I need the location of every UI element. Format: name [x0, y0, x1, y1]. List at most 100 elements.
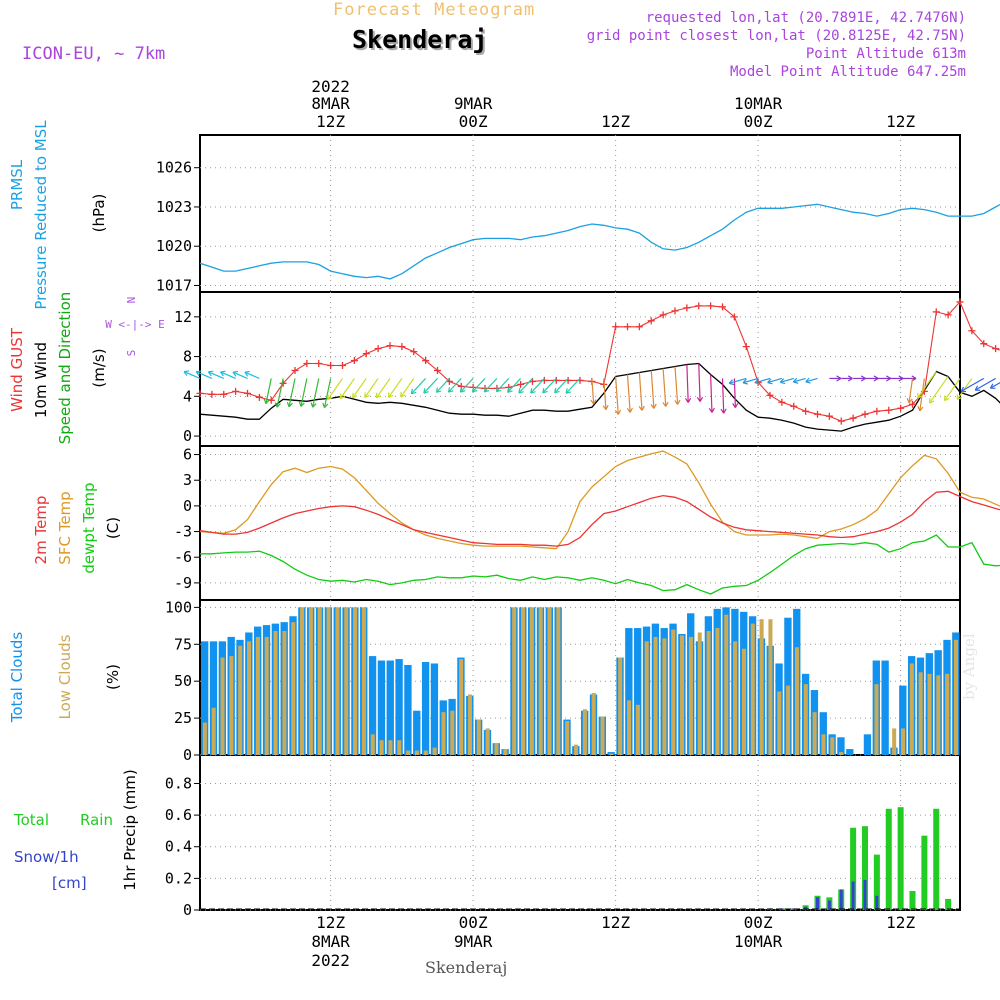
- total-clouds-bar: [395, 659, 403, 755]
- temperature-ytick-label: -6: [174, 548, 192, 566]
- gust-point: [837, 417, 845, 425]
- wind-direction-arrow: [410, 378, 427, 395]
- wind-direction-arrow: [518, 378, 533, 394]
- wind-direction-arrow: [742, 377, 759, 384]
- wind-direction-arrow: [565, 378, 581, 394]
- wind-direction-arrow: [244, 371, 260, 379]
- wind-direction-arrow: [388, 378, 403, 398]
- clouds-ylabel-total: Total Clouds: [8, 632, 26, 724]
- gust-point: [849, 414, 857, 422]
- bottom-time-label: 12Z: [601, 913, 630, 932]
- rain-bar: [897, 807, 904, 910]
- low-clouds-bar: [476, 719, 481, 755]
- wind-direction-arrow: [793, 377, 806, 383]
- low-clouds-bar: [556, 607, 561, 755]
- wind-direction-arrowhead: [310, 402, 317, 408]
- gust-point: [885, 406, 893, 414]
- gust-point: [624, 323, 631, 331]
- low-clouds-bar: [768, 619, 773, 755]
- total-clouds-bar: [421, 662, 430, 755]
- temp-ylabel-unit: (C): [104, 517, 122, 539]
- compass-north: N: [125, 297, 138, 304]
- wind-direction-arrowhead: [836, 375, 842, 382]
- wind-direction-arrowhead: [423, 388, 429, 394]
- total-clouds-bar: [634, 628, 642, 755]
- wind-direction-arrow: [183, 371, 201, 379]
- total-clouds-bar: [201, 641, 209, 755]
- gust-point: [220, 390, 228, 398]
- snow-bar: [804, 906, 808, 910]
- wind-direction-arrowhead: [943, 395, 950, 402]
- wind-direction-arrowhead: [530, 388, 536, 394]
- precip-ytick-label: 0.4: [165, 838, 192, 856]
- temperature-ytick-label: 6: [183, 446, 192, 464]
- low-clouds-bar: [777, 691, 782, 755]
- wind-direction-arrowhead: [674, 399, 681, 405]
- model-point-altitude: Model Point Altitude 647.25m: [729, 64, 966, 80]
- wind-direction-arrowhead: [364, 392, 370, 399]
- wind-direction-arrowhead: [742, 378, 748, 385]
- wind-direction-arrowhead: [732, 402, 739, 408]
- low-clouds-bar: [794, 647, 799, 755]
- low-clouds-bar: [918, 672, 923, 755]
- low-clouds-bar: [520, 607, 526, 755]
- rain-bar: [933, 808, 940, 910]
- wind-direction-arrow: [974, 377, 996, 391]
- top-time-label: 12Z: [601, 112, 630, 131]
- rain-bar: [873, 854, 880, 910]
- low-clouds-bar: [361, 607, 366, 755]
- gust-point: [814, 410, 821, 418]
- top-time-label: 9MAR: [454, 94, 493, 113]
- wind-direction-arrow: [495, 378, 510, 393]
- compass-south: S: [125, 350, 138, 357]
- chart-super-title: Forecast Meteogram: [333, 0, 536, 20]
- top-time-label: 2022: [311, 77, 350, 96]
- grid-lines: [194, 135, 960, 911]
- wind-direction-arrowhead: [495, 386, 502, 393]
- wind-direction-arrowhead: [195, 370, 202, 377]
- low-clouds-bar: [512, 607, 517, 755]
- low-clouds-bar: [644, 641, 649, 755]
- gust-point: [374, 345, 382, 353]
- low-clouds-bar: [282, 631, 287, 755]
- wind-direction-arrowhead: [232, 370, 238, 377]
- low-clouds-bar: [388, 740, 393, 755]
- wind-direction-arrowhead: [387, 392, 394, 399]
- gust-point: [517, 380, 525, 388]
- gust-point: [802, 407, 810, 415]
- gust-point: [398, 343, 406, 351]
- rain-bar: [850, 827, 857, 910]
- wind-direction-arrowhead: [565, 388, 572, 394]
- temp-ylabel-2m: 2m Temp: [32, 496, 50, 565]
- bottom-time-label: 00Z: [459, 913, 488, 932]
- total-clouds-bar: [881, 660, 889, 755]
- gust-point: [873, 407, 881, 415]
- bottom-time-label: 9MAR: [454, 932, 493, 951]
- temp2m-series-line: [199, 490, 1000, 547]
- low-clouds-bar: [370, 734, 375, 755]
- low-clouds-bar: [688, 636, 693, 755]
- low-clouds-bar: [706, 631, 711, 755]
- wind-direction-arrow: [400, 378, 415, 398]
- gust-point: [909, 400, 916, 408]
- wind-direction-arrowhead: [805, 377, 811, 384]
- gust-point: [196, 389, 204, 397]
- wind-ytick-label: 8: [183, 348, 192, 366]
- wind-ylabel-unit: (m/s): [90, 348, 108, 387]
- low-clouds-bar: [953, 639, 959, 755]
- low-clouds-bar: [273, 631, 278, 755]
- wind-direction-arrow: [483, 378, 498, 393]
- footer-location: Skenderaj: [425, 958, 508, 977]
- wind-direction-arrow: [638, 372, 643, 411]
- low-clouds-bar: [936, 675, 941, 755]
- low-clouds-bar: [786, 685, 791, 755]
- wind-direction-arrowhead: [471, 386, 478, 393]
- wind-direction-arrowhead: [339, 393, 346, 400]
- low-clouds-bar: [900, 728, 906, 755]
- wind-direction-arrow: [767, 377, 783, 384]
- wind-direction-arrowhead: [183, 370, 190, 377]
- gust-series-line: [199, 300, 1000, 422]
- wind-direction-arrowhead: [906, 398, 913, 404]
- clouds-ytick-label: 100: [165, 598, 192, 616]
- rain-bar: [945, 898, 952, 910]
